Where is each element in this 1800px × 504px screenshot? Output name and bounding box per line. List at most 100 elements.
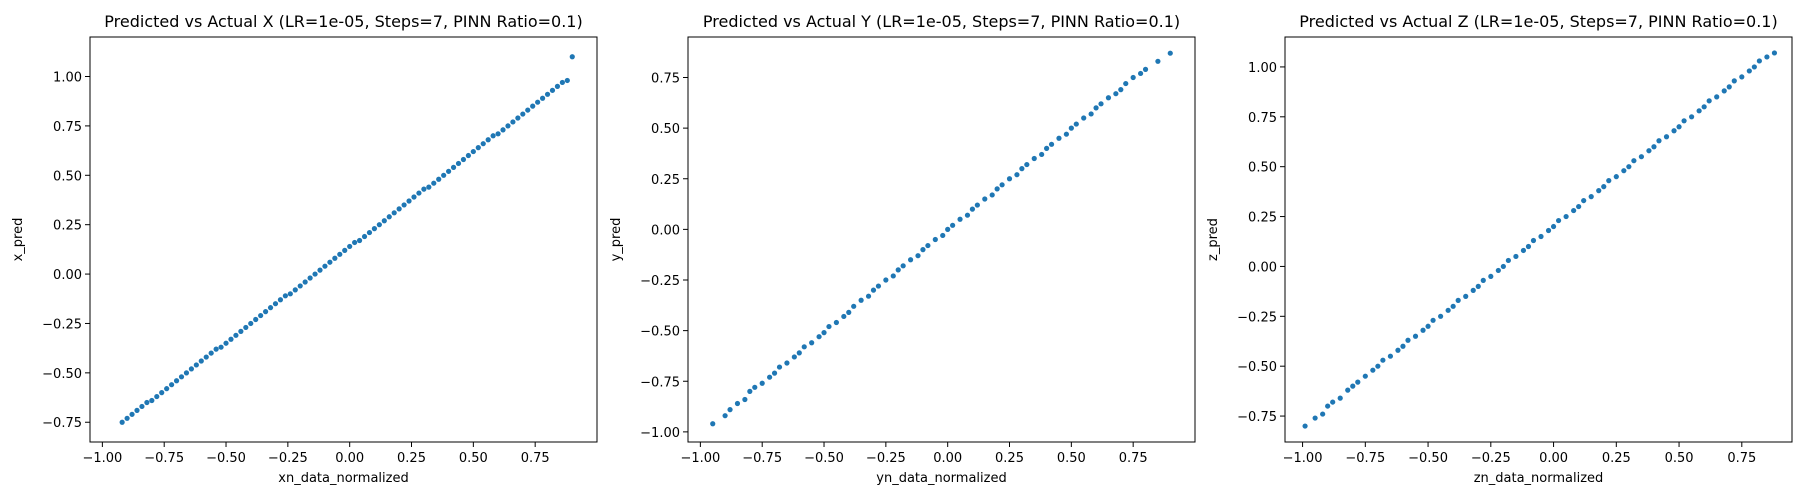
- plot-frame: [89, 36, 598, 443]
- data-point: [1014, 172, 1020, 178]
- data-point: [1525, 243, 1532, 250]
- x-tick-label: −1.00: [82, 451, 122, 466]
- data-point: [1613, 174, 1619, 180]
- data-point: [366, 229, 373, 236]
- data-point: [312, 271, 318, 277]
- data-point: [475, 145, 481, 151]
- data-point: [767, 374, 773, 380]
- data-point: [1576, 203, 1582, 210]
- data-point: [734, 400, 741, 407]
- chart-panel-1: Predicted vs Actual X (LR=1e-05, Steps=7…: [11, 12, 598, 486]
- y-axis-label: y_pred: [609, 218, 624, 262]
- data-point: [124, 415, 130, 421]
- data-point: [1739, 74, 1745, 80]
- y-tick-label: 0.25: [53, 219, 82, 234]
- data-point: [1098, 101, 1104, 107]
- data-point: [846, 309, 852, 315]
- data-point: [1073, 121, 1079, 127]
- data-point: [376, 222, 382, 228]
- y-tick-label: −0.25: [42, 317, 82, 332]
- data-point: [455, 160, 462, 167]
- data-point: [1681, 118, 1687, 124]
- x-tick-label: 0.00: [933, 451, 962, 466]
- data-point: [1345, 387, 1351, 393]
- data-point: [342, 247, 348, 253]
- data-point: [759, 380, 765, 386]
- y-tick-label: 1.00: [1248, 61, 1277, 76]
- data-point: [520, 111, 526, 117]
- data-point: [361, 233, 368, 240]
- data-point: [907, 257, 914, 263]
- x-axis-label: zn_data_normalized: [1474, 471, 1604, 486]
- data-point: [1006, 176, 1013, 182]
- data-point: [218, 344, 224, 350]
- x-tick-label: −1.00: [680, 451, 720, 466]
- data-point: [1167, 50, 1173, 56]
- data-point: [223, 340, 229, 346]
- data-point: [841, 313, 847, 320]
- data-point: [411, 194, 417, 200]
- data-point: [267, 305, 274, 311]
- data-point: [994, 186, 1000, 192]
- chart-title: Predicted vs Actual Y (LR=1e-05, Steps=7…: [703, 12, 1180, 31]
- data-point: [356, 237, 363, 244]
- x-tick-label: −0.75: [1345, 451, 1385, 466]
- y-tick-label: 0.00: [651, 223, 680, 238]
- x-tick-label: 0.00: [335, 451, 364, 466]
- data-point: [450, 164, 457, 170]
- data-point: [858, 297, 864, 303]
- y-tick-label: 0.75: [1248, 111, 1277, 126]
- data-point: [485, 137, 491, 143]
- y-tick-label: 0.50: [53, 169, 82, 184]
- y-tick-label: 0.00: [1248, 260, 1277, 275]
- x-tick-label: 0.00: [1539, 451, 1568, 466]
- data-point: [1155, 58, 1161, 64]
- data-point: [396, 206, 402, 212]
- y-tick-label: 0.50: [651, 122, 680, 137]
- x-tick-label: 0.25: [397, 451, 426, 466]
- data-point: [1068, 125, 1074, 131]
- x-tick-label: −0.50: [1408, 451, 1448, 466]
- data-point: [1530, 237, 1537, 244]
- data-point: [791, 354, 797, 360]
- data-point: [1405, 337, 1411, 343]
- data-point: [505, 123, 511, 129]
- y-tick-label: 0.75: [651, 72, 680, 87]
- data-point: [883, 277, 889, 283]
- data-point: [421, 186, 427, 192]
- data-point: [465, 152, 471, 159]
- data-point: [1056, 135, 1062, 141]
- data-point: [238, 328, 244, 334]
- data-point: [809, 340, 815, 346]
- x-tick-label: 0.75: [1727, 451, 1756, 466]
- data-point: [1105, 95, 1112, 101]
- data-point: [920, 247, 926, 253]
- data-point: [530, 103, 536, 109]
- data-point: [203, 354, 209, 360]
- data-point: [549, 87, 556, 93]
- data-point: [183, 370, 190, 376]
- x-tick-label: 0.25: [995, 451, 1024, 466]
- chart-panel-3: Predicted vs Actual Z (LR=1e-05, Steps=7…: [1206, 12, 1793, 486]
- data-point: [1588, 194, 1594, 200]
- data-point: [149, 397, 155, 404]
- data-point: [287, 291, 293, 297]
- data-point: [722, 413, 728, 419]
- data-point: [302, 279, 308, 285]
- data-point: [1312, 415, 1318, 421]
- x-tick-label: −0.50: [206, 451, 246, 466]
- data-point: [925, 242, 931, 249]
- data-point: [1771, 50, 1778, 56]
- chart-title: Predicted vs Actual Z (LR=1e-05, Steps=7…: [1299, 12, 1777, 31]
- data-point: [833, 319, 839, 326]
- data-point: [1488, 273, 1494, 280]
- data-point: [470, 148, 476, 155]
- data-point: [164, 386, 170, 392]
- data-point: [297, 283, 303, 289]
- data-point: [1480, 277, 1486, 283]
- chart-panel-2: Predicted vs Actual Y (LR=1e-05, Steps=7…: [609, 12, 1196, 486]
- data-point: [347, 243, 353, 250]
- data-point: [1400, 343, 1406, 349]
- data-point: [851, 303, 857, 309]
- data-point: [1118, 87, 1124, 93]
